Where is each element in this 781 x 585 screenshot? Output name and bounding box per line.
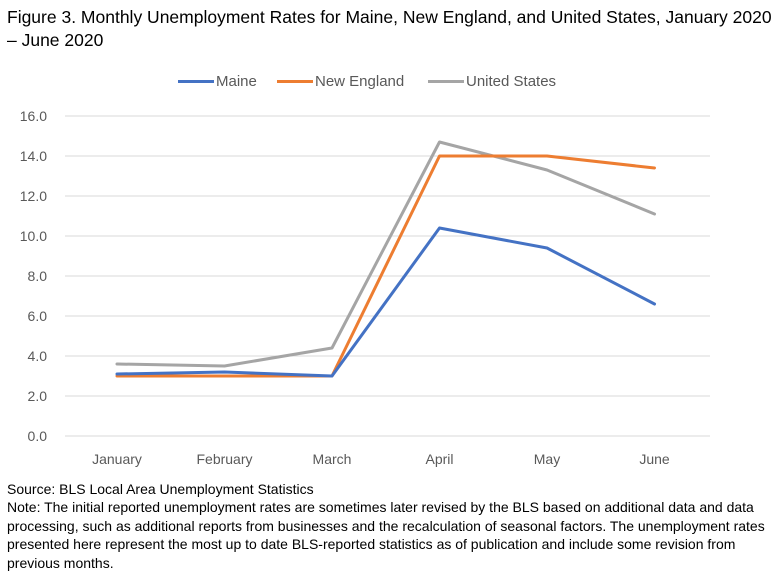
series-lines	[115, 140, 656, 378]
x-tick-label: May	[534, 451, 560, 467]
footnote: Note: The initial reported unemployment …	[7, 499, 765, 571]
figure-title: Figure 3. Monthly Unemployment Rates for…	[7, 7, 772, 50]
legend-label-united-states: United States	[466, 73, 557, 90]
legend-swatch-united-states	[428, 79, 464, 83]
x-tick-label: March	[313, 451, 352, 467]
y-axis-tick-labels: 0.0 2.0 4.0 6.0 8.0 10.0 12.0 14.0 16.0	[20, 108, 47, 444]
y-tick-label: 8.0	[28, 268, 48, 284]
chart-legend: Maine New England United States	[0, 72, 781, 94]
series-line-maine	[115, 226, 656, 378]
legend-label-new-england: New England	[315, 73, 405, 90]
legend-label-maine: Maine	[216, 73, 257, 90]
y-tick-label: 14.0	[20, 148, 47, 164]
series-line-united-states	[115, 140, 656, 368]
line-chart: 0.0 2.0 4.0 6.0 8.0 10.0 12.0 14.0 16.0 January F…	[20, 108, 710, 467]
y-tick-label: 16.0	[20, 108, 47, 124]
legend-item-maine: Maine	[178, 72, 257, 92]
source-note: Source: BLS Local Area Unemployment Stat…	[7, 481, 314, 497]
y-tick-label: 10.0	[20, 228, 47, 244]
x-axis-tick-labels: January February March April May June	[92, 451, 670, 467]
x-tick-label: January	[92, 451, 142, 467]
y-tick-label: 4.0	[28, 348, 48, 364]
y-tick-label: 0.0	[28, 428, 48, 444]
gridlines	[65, 115, 710, 437]
legend-swatch-maine	[178, 79, 214, 83]
legend-item-united-states: United States	[428, 72, 556, 92]
legend-swatch-new-england	[277, 79, 313, 83]
legend-item-new-england: New England	[277, 72, 404, 92]
y-tick-label: 12.0	[20, 188, 47, 204]
y-tick-label: 6.0	[28, 308, 48, 324]
x-tick-label: June	[639, 451, 670, 467]
x-tick-label: April	[425, 451, 453, 467]
y-tick-label: 2.0	[28, 388, 48, 404]
x-tick-label: February	[196, 451, 252, 467]
series-line-new-england	[115, 154, 656, 378]
